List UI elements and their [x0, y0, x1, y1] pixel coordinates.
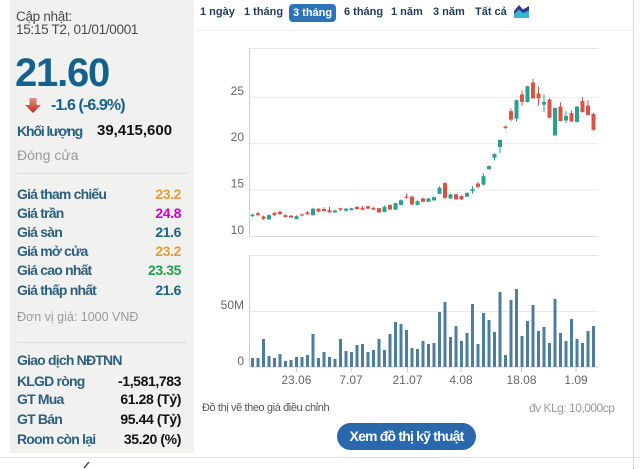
- svg-text:21.07: 21.07: [392, 373, 422, 387]
- svg-text:20: 20: [231, 130, 245, 144]
- svg-text:23.06: 23.06: [281, 373, 311, 387]
- svg-text:25: 25: [231, 84, 245, 98]
- svg-text:7.07: 7.07: [339, 373, 363, 387]
- svg-text:4.08: 4.08: [449, 373, 473, 387]
- svg-text:0: 0: [237, 354, 244, 368]
- svg-text:50M: 50M: [221, 298, 244, 312]
- svg-text:15: 15: [231, 177, 245, 191]
- svg-text:18.08: 18.08: [506, 373, 536, 387]
- svg-text:1.09: 1.09: [564, 373, 588, 387]
- svg-text:10: 10: [231, 223, 245, 237]
